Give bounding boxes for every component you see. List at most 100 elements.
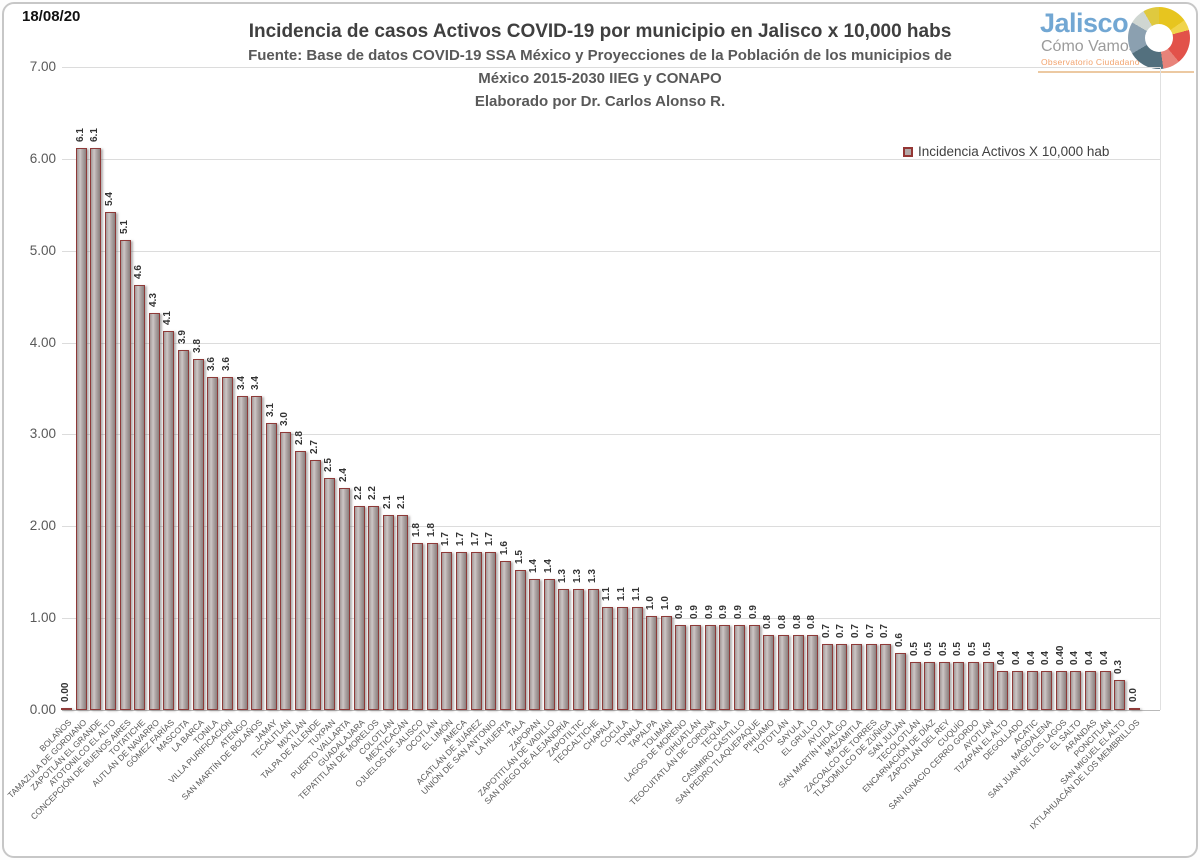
bar-value-label: 1.3 xyxy=(572,569,584,583)
bar-value-label: 1.3 xyxy=(586,569,598,583)
bar-value-label: 0.8 xyxy=(791,615,803,629)
bar xyxy=(631,607,643,710)
bar-value-label: 0.5 xyxy=(952,642,964,656)
bar xyxy=(953,662,965,710)
credit-line: Elaborado por Dr. Carlos Alonso R. xyxy=(474,93,726,110)
y-axis-tick-label: 7.00 xyxy=(29,59,56,74)
bar xyxy=(382,515,394,710)
bar-value-label: 0.6 xyxy=(893,633,905,647)
bar xyxy=(646,616,658,710)
bar xyxy=(836,644,848,710)
bar xyxy=(426,543,438,710)
bar xyxy=(192,359,204,710)
bar xyxy=(763,635,775,710)
bar xyxy=(338,488,350,710)
bar-value-label: 1.7 xyxy=(440,532,452,546)
chart-legend: Incidencia Activos X 10,000 hab xyxy=(903,144,1109,159)
bar xyxy=(865,644,877,710)
gridline xyxy=(62,526,1160,528)
bar xyxy=(485,552,497,710)
bar-value-label: 0.9 xyxy=(747,605,759,619)
source-line-1: Fuente: Base de datos COVID-19 SSA Méxic… xyxy=(248,47,952,64)
bar xyxy=(558,589,570,710)
bar-value-label: 3.9 xyxy=(177,330,189,344)
jalisco-como-vamos-logo: Jalisco Cómo Vamos Observatorio Ciudadan… xyxy=(1036,6,1196,72)
chart-title: Incidencia de casos Activos COVID-19 por… xyxy=(248,21,952,42)
bar-value-label: 0.5 xyxy=(923,642,935,656)
bar xyxy=(1026,671,1038,710)
bar-value-label: 0.8 xyxy=(776,615,788,629)
bar xyxy=(61,708,72,710)
gridline xyxy=(62,67,1160,68)
bar xyxy=(1085,671,1097,710)
bar-value-label: 3.0 xyxy=(279,412,291,426)
bar xyxy=(851,644,863,710)
bar-value-label: 0.5 xyxy=(908,642,920,656)
bar xyxy=(1128,708,1140,710)
bar xyxy=(807,635,819,710)
bar xyxy=(1099,671,1111,710)
bar xyxy=(221,377,233,710)
bar xyxy=(207,377,219,710)
bar-value-label: 3.1 xyxy=(264,403,276,417)
bar-value-label: 2.8 xyxy=(294,431,306,445)
bar-value-label: 1.1 xyxy=(615,587,627,601)
bar-value-label: 1.5 xyxy=(513,550,525,564)
bar xyxy=(353,506,365,710)
bar xyxy=(90,148,102,710)
bar xyxy=(1011,671,1023,710)
bar-value-label: 2.2 xyxy=(352,486,364,500)
bar xyxy=(660,616,672,710)
bar xyxy=(309,460,321,710)
bar-value-label: 0.7 xyxy=(820,624,832,638)
bar-value-label: 3.4 xyxy=(250,376,262,390)
bar-value-label: 0.8 xyxy=(762,615,774,629)
bar-value-label: 4.1 xyxy=(162,311,174,325)
gridline xyxy=(62,158,1160,160)
bar xyxy=(75,148,87,710)
bar-value-label: 5.1 xyxy=(118,220,130,234)
logo-name: Jalisco xyxy=(1040,8,1129,38)
bar xyxy=(719,625,731,710)
bar-value-label: 0.00 xyxy=(60,682,71,702)
bar-value-label: 0.7 xyxy=(850,624,862,638)
bar-value-label: 3.6 xyxy=(220,357,232,371)
bar xyxy=(616,607,628,710)
bar-value-label: 2.1 xyxy=(396,495,408,509)
logo-underline xyxy=(1038,71,1194,73)
bar xyxy=(733,625,745,710)
bar xyxy=(134,285,146,710)
bar-value-label: 1.4 xyxy=(542,559,554,573)
bar xyxy=(880,644,892,710)
gridline xyxy=(62,710,1160,711)
bar xyxy=(982,662,994,710)
legend-label: Incidencia Activos X 10,000 hab xyxy=(918,144,1110,159)
bar-value-label: 1.1 xyxy=(630,587,642,601)
legend-marker-icon xyxy=(903,146,913,157)
bar-value-label: 1.1 xyxy=(601,587,613,601)
y-axis-tick-label: 4.00 xyxy=(29,334,56,350)
y-axis-tick-label: 2.00 xyxy=(29,518,56,534)
plot-right-border xyxy=(1160,67,1161,710)
bar-value-label: 0.4 xyxy=(996,651,1008,665)
gridline xyxy=(62,250,1160,252)
bar-value-label: 0.9 xyxy=(718,605,730,619)
bar-value-label: 0.7 xyxy=(835,624,847,638)
y-axis-tick-label: 1.00 xyxy=(29,610,56,626)
bar-value-label: 3.4 xyxy=(235,376,247,390)
bar xyxy=(324,478,336,710)
bar-value-label: 1.0 xyxy=(659,596,671,610)
report-date: 18/08/20 xyxy=(22,8,81,25)
bar xyxy=(777,635,789,710)
bar-value-label: 5.4 xyxy=(103,192,115,206)
gridline xyxy=(62,342,1160,344)
bar xyxy=(573,589,585,710)
bar xyxy=(1114,680,1126,710)
bar-value-label: 0.5 xyxy=(937,642,949,656)
bar-value-label: 0.9 xyxy=(689,605,701,619)
bar-value-label: 2.4 xyxy=(337,468,349,482)
bar-value-label: 0.5 xyxy=(967,642,979,656)
bar xyxy=(368,506,380,710)
bar xyxy=(792,635,804,710)
